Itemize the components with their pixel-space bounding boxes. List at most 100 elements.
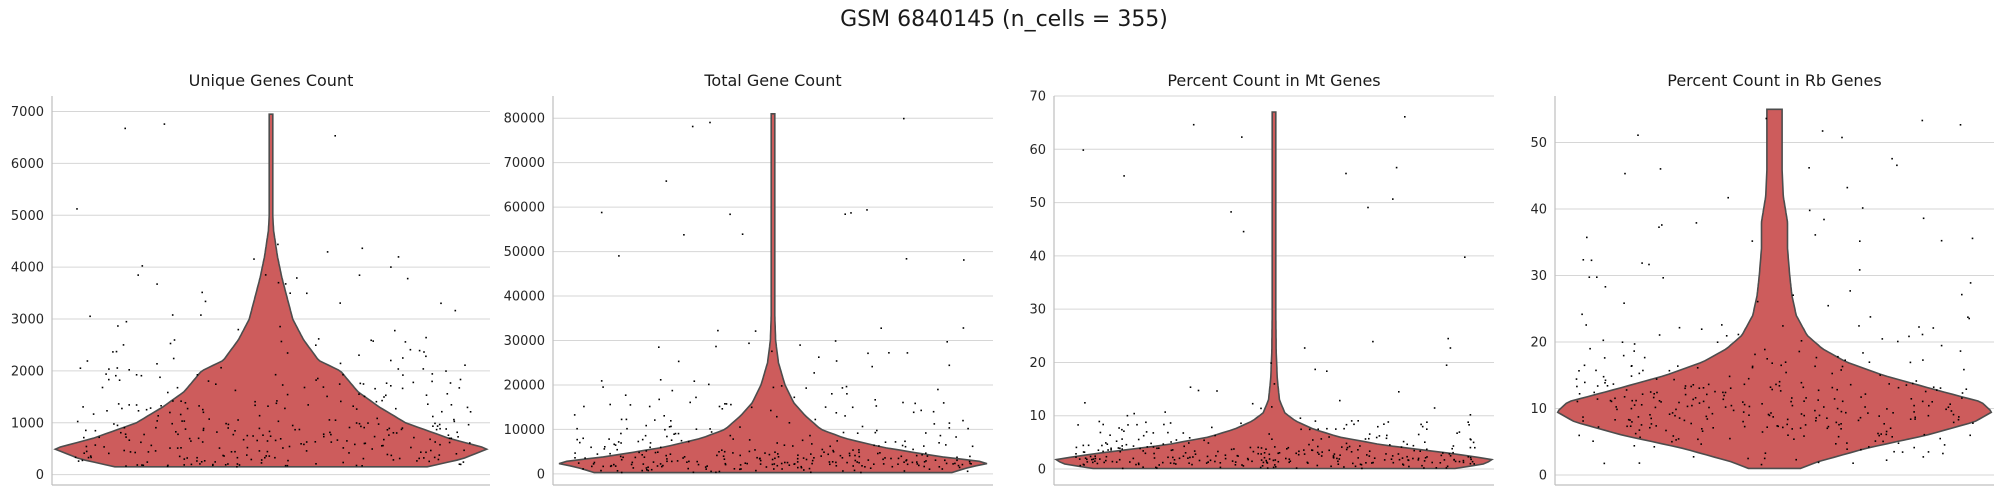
- data-point: [832, 451, 835, 453]
- data-point: [1939, 437, 1941, 440]
- data-point: [355, 408, 358, 410]
- data-point: [1426, 456, 1428, 458]
- data-point: [1840, 428, 1842, 430]
- data-point: [818, 356, 820, 358]
- data-point: [1747, 457, 1749, 460]
- data-point: [1660, 401, 1662, 403]
- data-point: [1638, 429, 1641, 431]
- data-point: [256, 439, 258, 442]
- data-point: [1776, 425, 1778, 427]
- data-point: [620, 471, 623, 474]
- data-point: [282, 447, 284, 449]
- data-point: [425, 451, 427, 454]
- data-point: [638, 451, 640, 454]
- data-point: [1841, 365, 1844, 368]
- data-point: [1844, 359, 1846, 361]
- data-point: [1928, 404, 1930, 407]
- data-point: [1792, 294, 1794, 296]
- data-point: [677, 360, 680, 363]
- data-point: [395, 407, 397, 410]
- data-point: [1808, 209, 1811, 212]
- data-point: [602, 465, 604, 468]
- data-point: [834, 340, 837, 342]
- data-point: [724, 403, 726, 405]
- data-point: [774, 451, 776, 453]
- data-point: [363, 442, 366, 445]
- data-point: [150, 444, 153, 447]
- data-point: [85, 429, 87, 432]
- data-point: [1268, 458, 1271, 460]
- y-tick-label: 3000: [11, 313, 44, 328]
- data-point: [1083, 464, 1085, 466]
- data-point: [434, 441, 436, 443]
- data-point: [928, 468, 931, 470]
- data-point: [294, 428, 296, 431]
- data-point: [1099, 431, 1102, 434]
- data-point: [262, 434, 264, 436]
- data-point: [284, 407, 286, 410]
- data-point: [1075, 456, 1077, 458]
- data-point: [641, 454, 643, 456]
- data-point: [128, 369, 130, 371]
- data-point: [1643, 356, 1646, 359]
- data-point: [1835, 421, 1838, 424]
- data-point: [658, 346, 660, 348]
- data-point: [1914, 418, 1916, 420]
- data-point: [665, 180, 668, 182]
- data-point: [879, 452, 881, 454]
- data-point: [1345, 442, 1348, 445]
- data-point: [395, 432, 398, 434]
- data-point: [1913, 446, 1915, 449]
- data-point: [358, 274, 361, 276]
- data-point: [1119, 447, 1121, 450]
- data-point: [1467, 421, 1469, 423]
- data-point: [439, 427, 441, 430]
- data-point: [1249, 446, 1252, 449]
- data-point: [1705, 415, 1708, 418]
- data-point: [286, 393, 289, 396]
- data-point: [1417, 459, 1420, 461]
- data-point: [1469, 446, 1472, 449]
- data-point: [1421, 425, 1424, 428]
- data-point: [1782, 325, 1784, 327]
- violin-body: [1054, 111, 1494, 470]
- data-point: [923, 465, 925, 468]
- data-point: [670, 420, 672, 422]
- data-point: [1629, 419, 1631, 421]
- data-point: [1188, 462, 1190, 464]
- data-point: [1150, 442, 1152, 445]
- data-point: [1639, 436, 1641, 439]
- data-point: [141, 464, 143, 466]
- data-point: [823, 451, 825, 453]
- data-point: [83, 452, 85, 454]
- data-point: [1274, 446, 1276, 448]
- data-point: [1386, 434, 1388, 437]
- data-point: [177, 433, 179, 436]
- data-point: [1361, 467, 1363, 470]
- data-point: [1096, 462, 1099, 465]
- data-point: [613, 443, 615, 446]
- data-point: [958, 466, 961, 469]
- data-point: [1888, 383, 1890, 385]
- data-point: [656, 465, 659, 467]
- data-point: [1589, 347, 1591, 350]
- data-point: [1952, 413, 1955, 416]
- y-tick-label: 30: [1029, 303, 1046, 318]
- data-point: [298, 428, 301, 431]
- data-point: [800, 465, 802, 468]
- data-point: [305, 441, 308, 443]
- data-point: [661, 465, 663, 468]
- data-point: [117, 325, 119, 327]
- data-point: [1826, 427, 1829, 430]
- data-point: [81, 459, 84, 462]
- data-point: [315, 379, 317, 381]
- y-tick-label: 5000: [11, 209, 44, 224]
- data-point: [1458, 431, 1461, 433]
- data-point: [1582, 259, 1585, 261]
- data-point: [1802, 386, 1805, 389]
- data-point: [1111, 460, 1114, 463]
- data-point: [618, 255, 620, 257]
- data-point: [246, 434, 249, 437]
- data-point: [1706, 393, 1708, 396]
- data-point: [1961, 392, 1964, 394]
